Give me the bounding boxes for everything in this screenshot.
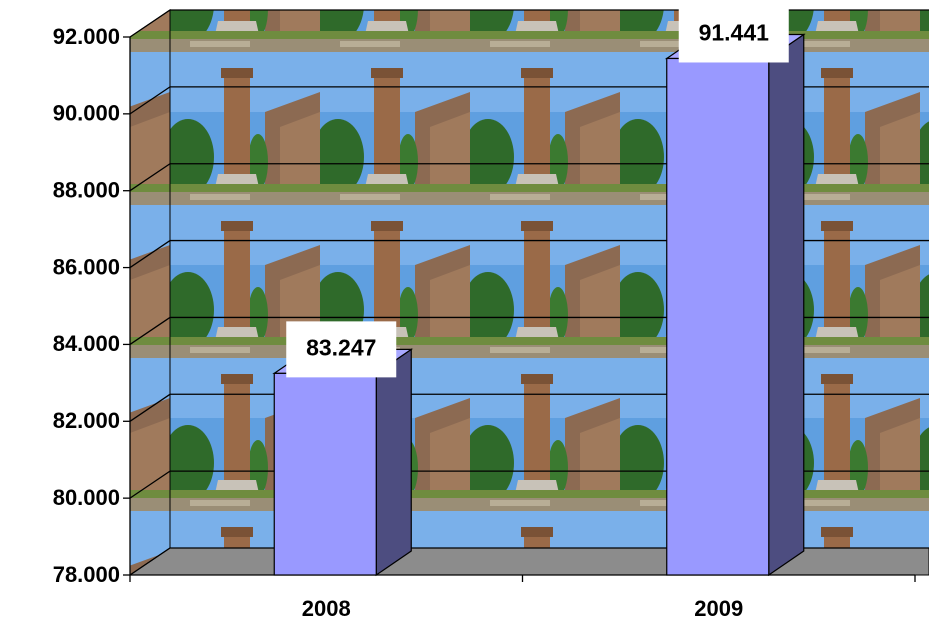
value-label-box [678, 6, 789, 63]
y-tick-label: 92.000 [53, 24, 120, 49]
y-tick-label: 78.000 [53, 562, 120, 587]
value-label: 83.247 [306, 334, 376, 360]
x-tick-label: 2009 [694, 596, 743, 621]
y-tick-label: 86.000 [53, 254, 120, 279]
side-wall [129, 9, 171, 576]
bar-side [375, 348, 412, 577]
y-tick-label: 90.000 [53, 101, 120, 126]
bar [273, 372, 377, 576]
value-label-box [286, 321, 397, 378]
y-tick-label: 84.000 [53, 331, 120, 356]
labels: 78.000 80.000 82.000 84.000 86.000 88.000 90.0… [53, 6, 789, 621]
grid-line [129, 9, 929, 38]
bar [666, 57, 770, 576]
floor [128, 547, 929, 576]
y-tick-label: 88.000 [53, 178, 120, 203]
value-label: 91.441 [699, 20, 770, 46]
bar-side [768, 33, 805, 577]
x-tick-label: 2008 [302, 596, 351, 621]
y-tick-label: 82.000 [53, 408, 120, 433]
y-tick-label: 80.000 [53, 485, 120, 510]
